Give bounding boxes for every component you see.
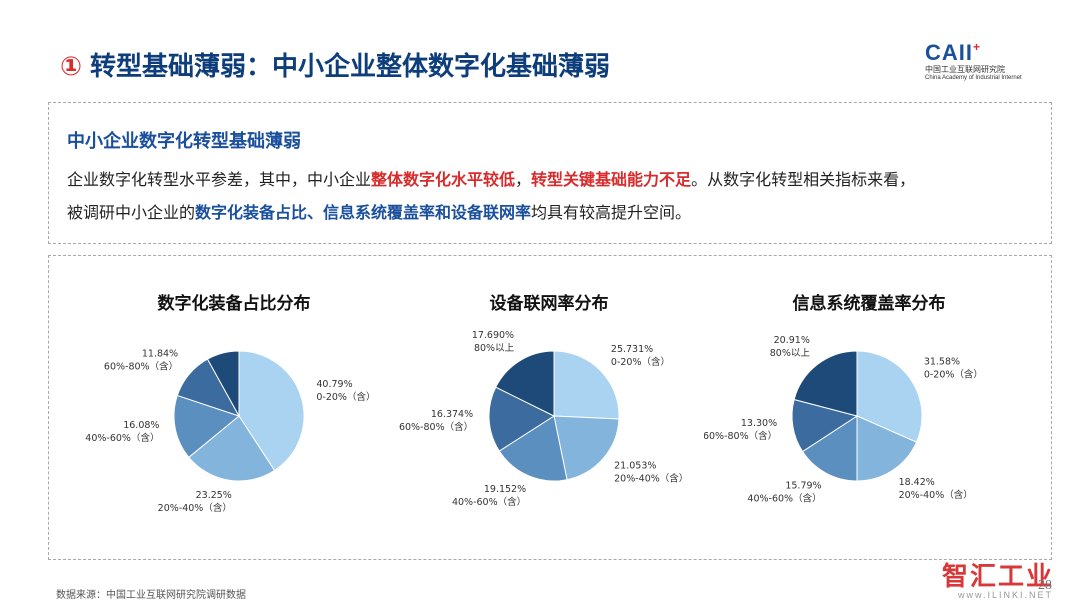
watermark-url: www.ILINKI.NET (958, 590, 1054, 600)
pie-slice (553, 415, 620, 481)
slice-value-label: 17.690% (472, 330, 514, 341)
pie-slice (801, 415, 858, 482)
data-source: 数据来源：中国工业互联网研究院调研数据 (56, 590, 246, 601)
slice-category-label: 0-20%（含） (316, 391, 375, 403)
slice-value-label: 19.152% (484, 484, 526, 495)
slice-category-label: 0-20%（含） (611, 356, 670, 368)
slice-category-label: 20%-40%（含） (158, 502, 232, 514)
pie-slice (206, 350, 240, 417)
logo-mark: CAII+ (925, 40, 1043, 66)
caii-logo: CAII+ 中国工业互联网研究院 China Academy of Indust… (925, 40, 1043, 81)
summary-text-5: 均具有较高提升空间。 (531, 203, 692, 222)
slice-category-label: 80%以上 (474, 343, 515, 354)
pie-slice (791, 398, 859, 453)
pie-slice (498, 415, 568, 482)
logo-en: China Academy of Industrial Internet (925, 75, 1022, 81)
slice-value-label: 11.84% (142, 348, 178, 359)
slice-value-label: 15.79% (785, 481, 821, 492)
slice-value-label: 31.58% (924, 356, 960, 367)
title-text: 转型基础薄弱：中小企业整体数字化基础薄弱 (90, 52, 611, 82)
slice-value-label: 16.374% (431, 409, 473, 420)
slice-category-label: 20%-40%（含） (614, 473, 688, 485)
slice-category-label: 40%-60%（含） (747, 493, 821, 505)
slice-category-label: 80%以上 (770, 348, 811, 359)
slice-category-label: 0-20%（含） (924, 368, 983, 380)
pie-svg: 31.58%0-20%（含） 18.42%20%-40%（含） 15.79%40%-… (704, 335, 983, 505)
pie-svg: 25.731%0-20%（含） 21.053%20%-40%（含） 19.152%4… (399, 330, 688, 508)
summary-text: 企业数字化转型水平参差，其中，中小企业整体数字化水平较低，转型关键基础能力不足。… (67, 163, 1037, 229)
logo-mark-text: CAII (925, 40, 973, 65)
summary-highlight-2: 转型关键基础能力不足 (531, 170, 692, 189)
slice-value-label: 25.731% (611, 344, 653, 355)
pie-slice (553, 350, 620, 420)
slice-category-label: 60%-80%（含） (104, 360, 178, 372)
pie-chart-info-system: 信息系统覆盖率分布 31.58% 0-20%（含） 18.42% 20%-40%（含）… (704, 256, 1034, 556)
slice-category-label: 60%-80%（含） (704, 430, 777, 442)
summary-highlight-1: 整体数字化水平较低 (371, 170, 516, 189)
logo-plus: + (973, 40, 982, 54)
charts-box: 数字化装备占比分布 40.79% 0-20%（含） 23.25% 20%-40%（含）… (48, 255, 1052, 560)
pie-slice (793, 350, 858, 417)
page-number: 28 (1038, 578, 1052, 593)
slice-value-label: 40.79% (316, 379, 352, 390)
summary-text-3: 。从数字化转型相关指标来看， (691, 170, 916, 189)
pie-slice (495, 350, 555, 417)
summary-heading: 中小企业数字化转型基础薄弱 (67, 131, 301, 152)
section-number: ① (60, 52, 83, 82)
pie-svg: 40.79%0-20%（含） 23.25%20%-40%（含） 16.08%40%-… (85, 348, 375, 514)
logo-cn: 中国工业互联网研究院 (925, 65, 1005, 74)
chart-title: 信息系统覆盖率分布 (792, 294, 946, 314)
slice-value-label: 16.08% (123, 420, 159, 431)
slice-category-label: 60%-80%（含） (399, 421, 473, 433)
slice-value-label: 21.053% (614, 461, 656, 472)
summary-box: 中小企业数字化转型基础薄弱 企业数字化转型水平参差，其中，中小企业整体数字化水平… (48, 102, 1052, 244)
summary-text-1: 企业数字化转型水平参差，其中，中小企业 (67, 170, 372, 189)
slice-value-label: 18.42% (899, 477, 935, 488)
pie-chart-network: 设备联网率分布 25.731% 0-20%（含） 21.053% 20%-40%（含）… (384, 256, 714, 556)
slice-value-label: 23.25% (196, 490, 232, 501)
pie-slice (856, 350, 923, 443)
slice-category-label: 40%-60%（含） (85, 432, 159, 444)
summary-highlight-3: 数字化装备占比、信息系统覆盖率和设备联网率 (195, 203, 532, 222)
slice-category-label: 20%-40%（含） (899, 489, 973, 501)
summary-text-2: ， (515, 170, 532, 189)
page-title: ① 转型基础薄弱：中小企业整体数字化基础薄弱 (60, 46, 610, 83)
slice-value-label: 13.30% (741, 418, 777, 429)
slice-category-label: 40%-60%（含） (452, 496, 526, 508)
summary-text-4: 被调研中小企业的 (67, 203, 196, 222)
pie-slice (856, 415, 918, 482)
pie-slice (188, 415, 276, 482)
slice-value-label: 20.91% (774, 335, 810, 346)
watermark-logo: 智汇工业 (942, 562, 1055, 592)
pie-slice (488, 386, 556, 452)
chart-title: 数字化装备占比分布 (157, 294, 311, 314)
chart-title: 设备联网率分布 (489, 294, 609, 314)
pie-chart-equipment: 数字化装备占比分布 40.79% 0-20%（含） 23.25% 20%-40%（含）… (69, 256, 399, 556)
